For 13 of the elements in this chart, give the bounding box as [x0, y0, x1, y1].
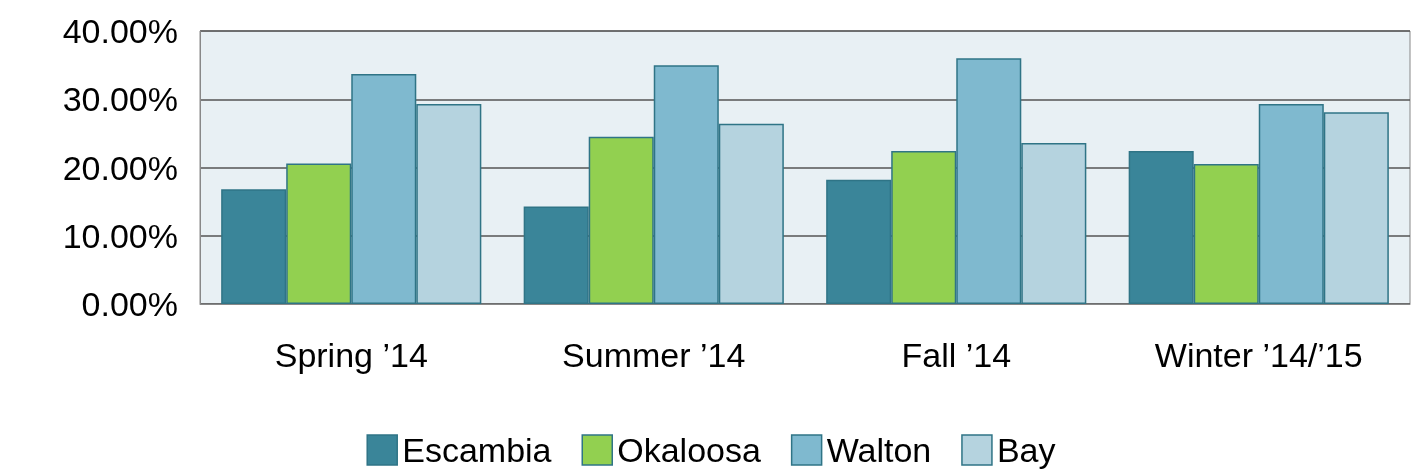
- y-tick-label: 40.00%: [62, 12, 178, 50]
- legend-label: Escambia: [402, 431, 552, 469]
- x-tick-label: Spring ’14: [274, 336, 428, 374]
- y-tick-label: 20.00%: [62, 148, 178, 187]
- x-tick-label: Fall ’14: [901, 336, 1012, 374]
- legend-label: Okaloosa: [617, 431, 761, 469]
- legend-label: Walton: [826, 431, 932, 469]
- x-tick-label: Winter ’14/’15: [1154, 336, 1363, 374]
- y-tick-label: 10.00%: [62, 216, 178, 255]
- y-tick-label: 30.00%: [62, 80, 178, 119]
- legend-label: Bay: [996, 431, 1056, 469]
- y-tick-label: 0.00%: [81, 285, 178, 323]
- x-tick-label: Summer ’14: [562, 336, 746, 374]
